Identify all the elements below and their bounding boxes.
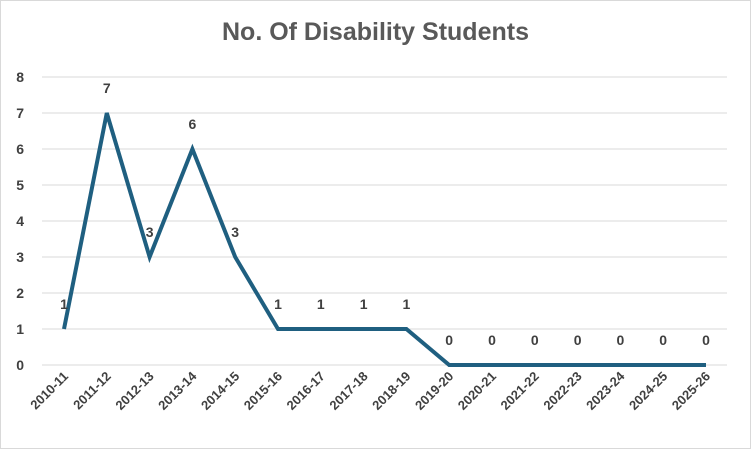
data-label: 6	[189, 116, 197, 132]
x-axis-ticks: 2010-112011-122012-132013-142014-152015-…	[27, 368, 713, 413]
data-label: 0	[488, 332, 496, 348]
x-tick-label: 2010-11	[27, 369, 71, 413]
data-label: 3	[231, 224, 239, 240]
y-tick-label: 8	[16, 69, 24, 85]
data-label: 1	[360, 296, 368, 312]
data-labels: 1 7 3 6 3 1 1 1 1 0 0 0 0 0 0 0	[60, 80, 710, 348]
data-label: 0	[445, 332, 453, 348]
x-tick-label: 2022-23	[540, 369, 584, 413]
x-tick-label: 2020-21	[455, 369, 499, 413]
chart-title: No. Of Disability Students	[222, 18, 529, 46]
data-label: 7	[103, 80, 111, 96]
series-line-layer	[62, 112, 707, 367]
x-tick-label: 2021-22	[498, 369, 542, 413]
x-tick-label: 2019-20	[412, 369, 456, 413]
y-tick-label: 4	[16, 213, 24, 229]
y-tick-label: 0	[16, 357, 24, 373]
data-label: 0	[617, 332, 625, 348]
x-tick-label: 2013-14	[155, 368, 200, 413]
data-label: 0	[659, 332, 667, 348]
data-label: 3	[146, 224, 154, 240]
x-tick-label: 2018-19	[369, 369, 413, 413]
x-tick-label: 2016-17	[284, 369, 328, 413]
series-line	[62, 112, 706, 367]
x-tick-label: 2017-18	[326, 369, 370, 413]
data-label: 0	[702, 332, 710, 348]
y-tick-label: 1	[16, 321, 24, 337]
data-label: 1	[60, 296, 68, 312]
y-tick-label: 2	[16, 285, 24, 301]
x-tick-label: 2012-13	[112, 369, 156, 413]
data-label: 0	[574, 332, 582, 348]
gridlines	[42, 76, 727, 366]
x-tick-label: 2024-25	[626, 369, 670, 413]
data-label: 1	[317, 296, 325, 312]
y-tick-label: 6	[16, 141, 24, 157]
data-label: 1	[274, 296, 282, 312]
x-tick-label: 2014-15	[198, 369, 242, 413]
x-tick-label: 2011-12	[70, 369, 114, 413]
y-tick-label: 3	[16, 249, 24, 265]
y-tick-label: 5	[16, 177, 24, 193]
y-tick-label: 7	[16, 105, 24, 121]
x-tick-label: 2015-16	[241, 369, 285, 413]
data-label: 0	[531, 332, 539, 348]
data-label: 1	[403, 296, 411, 312]
x-tick-label: 2025-26	[669, 369, 713, 413]
x-tick-label: 2023-24	[583, 368, 628, 413]
y-axis-ticks: 0 1 2 3 4 5 6 7 8	[16, 69, 24, 373]
